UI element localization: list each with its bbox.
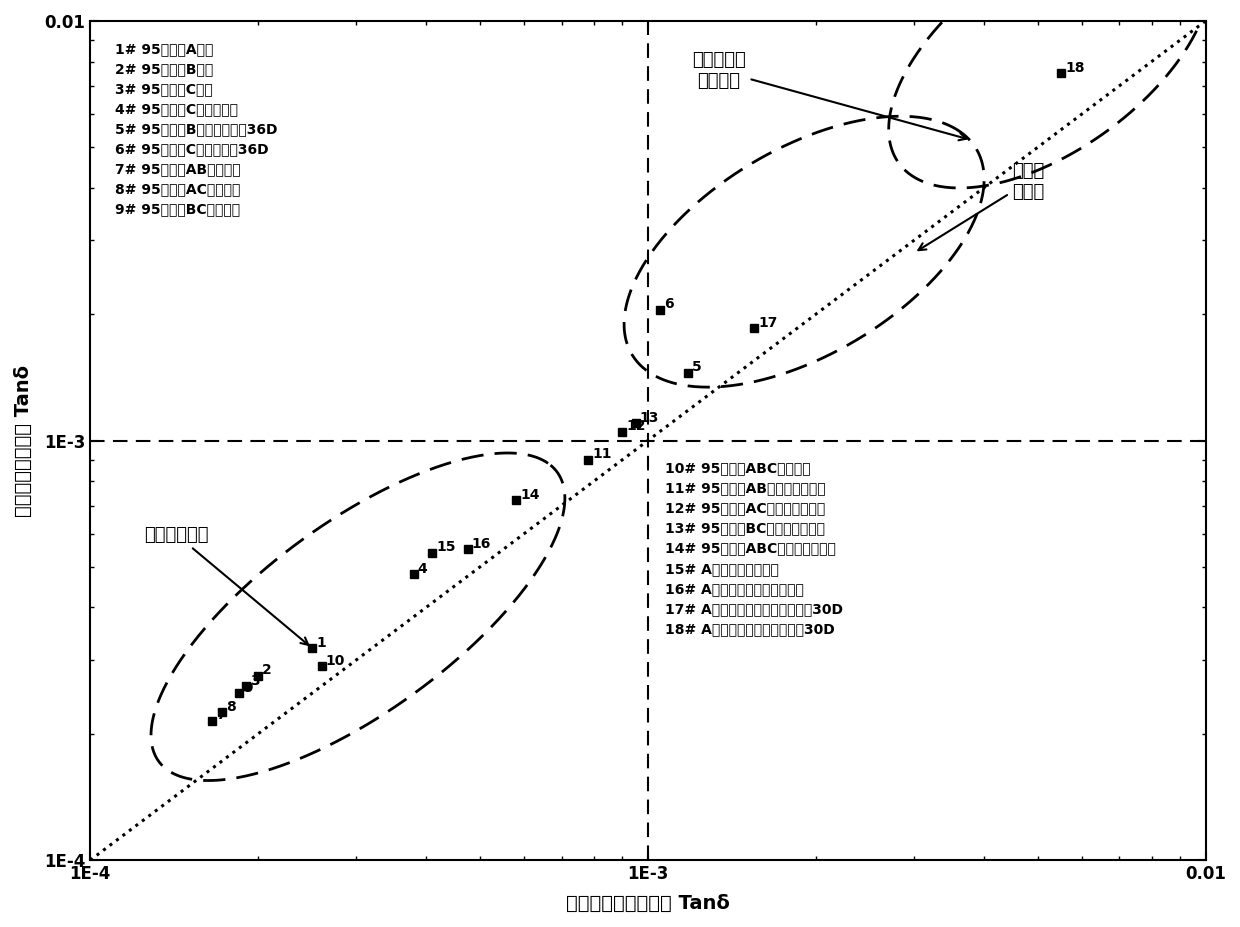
Text: 9: 9 — [243, 680, 253, 694]
Text: 15: 15 — [436, 540, 455, 554]
Text: 表面运
行受潮: 表面运 行受潮 — [919, 162, 1044, 250]
Y-axis label: 极化电流损耗因数 Tanδ: 极化电流损耗因数 Tanδ — [14, 364, 33, 516]
Text: 10: 10 — [326, 654, 345, 667]
Text: 13: 13 — [640, 411, 660, 425]
Text: 2: 2 — [263, 664, 272, 678]
Text: 17: 17 — [759, 316, 777, 330]
Text: 桥接较长绹
缘的水树: 桥接较长绹 缘的水树 — [692, 51, 966, 140]
Text: 11: 11 — [591, 448, 611, 462]
Text: 18: 18 — [1065, 61, 1085, 75]
Text: 6: 6 — [663, 298, 673, 311]
Text: 4: 4 — [418, 562, 428, 576]
Text: 3: 3 — [250, 674, 259, 688]
Text: 1# 95㎡电芔A相新
2# 95㎡电芔B相新
3# 95㎡电芔C相新
4# 95㎡电芔C相新但扎针
5# 95㎡电芔B相未扎针老剧36D
6# 95㎡电芔C相: 1# 95㎡电芔A相新 2# 95㎡电芔B相新 3# 95㎡电芔C相新 4# 9… — [115, 42, 278, 216]
Text: 14: 14 — [521, 488, 539, 502]
Text: 7: 7 — [216, 708, 226, 722]
Text: 络缘相对良好: 络缘相对良好 — [144, 526, 309, 645]
Text: 5: 5 — [692, 361, 702, 375]
X-axis label: 去极化电流损耗因数 Tanδ: 去极化电流损耗因数 Tanδ — [565, 895, 730, 913]
Text: 10# 95㎡电芔ABC相串联新
11# 95㎡电芔AB相串联（老化）
12# 95㎡电芔AC相串联（老化）
13# 95㎡电芔BC相串联（老化）
14# 95: 10# 95㎡电芔ABC相串联新 11# 95㎡电芔AB相串联（老化） 12# … — [665, 462, 843, 636]
Text: 1: 1 — [316, 636, 326, 650]
Text: 12: 12 — [626, 419, 646, 433]
Text: 8: 8 — [226, 700, 236, 714]
Text: 16: 16 — [471, 537, 491, 551]
